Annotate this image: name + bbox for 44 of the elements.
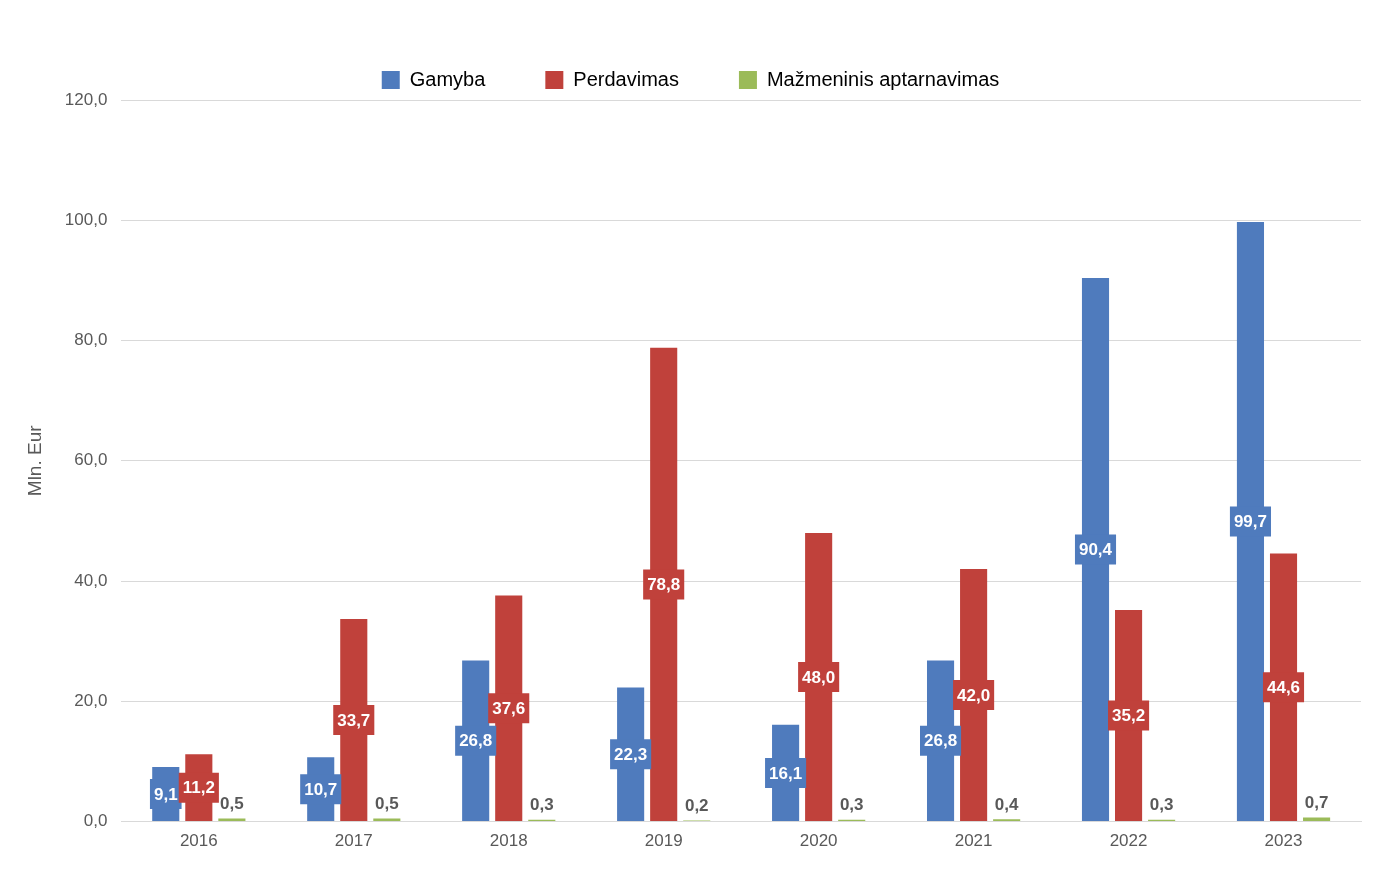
y-tick-label: 100,0 <box>64 209 108 229</box>
data-label: 0,5 <box>220 794 244 814</box>
x-tick-label: 2016 <box>179 831 218 851</box>
data-label: 16,1 <box>769 763 803 783</box>
y-tick-label: 120,0 <box>64 89 108 109</box>
data-label: 0,2 <box>684 796 709 816</box>
data-label: 48,0 <box>802 667 836 687</box>
data-label: 99,7 <box>1233 512 1268 532</box>
data-label: 90,4 <box>1078 540 1113 560</box>
x-tick-label: 2018 <box>489 831 528 851</box>
x-tick-label: 2021 <box>954 831 993 851</box>
y-tick-label: 40,0 <box>74 570 108 590</box>
data-label: 0,7 <box>1304 793 1329 813</box>
bar <box>1303 817 1331 822</box>
x-tick-label: 2019 <box>644 831 683 851</box>
data-label: 22,3 <box>614 744 648 764</box>
y-tick-label: 80,0 <box>74 330 108 350</box>
data-label: 9,1 <box>153 784 178 804</box>
data-label: 0,3 <box>839 795 864 815</box>
y-axis-title: Mln. Eur <box>23 424 45 497</box>
data-label: 35,2 <box>1112 706 1146 726</box>
data-label: 26,8 <box>924 731 958 751</box>
y-tick-label: 20,0 <box>74 691 108 711</box>
data-label: 26,8 <box>459 731 493 751</box>
data-label: 0,3 <box>1149 795 1174 815</box>
data-label: 0,4 <box>994 794 1020 814</box>
legend-label: Gamyba <box>409 67 487 90</box>
legend-label: Mažmeninis aptarnavimas <box>766 67 1000 90</box>
data-label: 78,8 <box>647 575 681 595</box>
data-label: 37,6 <box>492 698 526 718</box>
data-label: 11,2 <box>182 778 215 798</box>
x-tick-label: 2020 <box>799 831 838 851</box>
y-tick-label: 60,0 <box>74 450 108 470</box>
x-tick-label: 2022 <box>1109 831 1148 851</box>
data-label: 33,7 <box>337 710 371 730</box>
data-label: 0,5 <box>375 794 399 814</box>
data-label: 10,7 <box>304 779 338 799</box>
data-label: 44,6 <box>1266 677 1301 697</box>
legend-label: Perdavimas <box>573 67 679 90</box>
data-label: 0,3 <box>529 795 554 815</box>
data-label: 42,0 <box>957 685 991 705</box>
y-tick-label: 0,0 <box>83 811 108 831</box>
x-tick-label: 2023 <box>1264 831 1303 851</box>
x-tick-label: 2017 <box>334 831 373 851</box>
